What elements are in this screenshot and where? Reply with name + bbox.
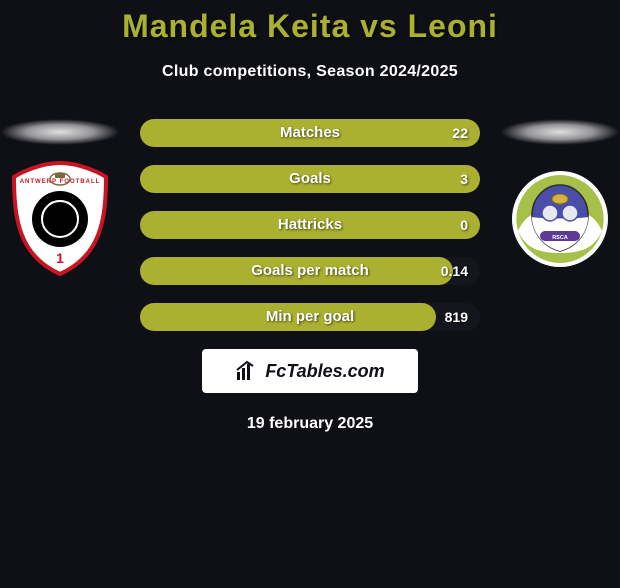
- left-team-block: ANTWERP FOOTBALL 1: [0, 119, 120, 276]
- comparison-content: ANTWERP FOOTBALL 1: [0, 119, 620, 433]
- branding-badge: FcTables.com: [202, 349, 418, 393]
- subtitle: Club competitions, Season 2024/2025: [0, 63, 620, 81]
- svg-text:RSCA: RSCA: [552, 235, 568, 241]
- stat-bar-label: Min per goal: [140, 303, 480, 331]
- chart-icon: [235, 360, 259, 382]
- stat-bar-value: 0.14: [441, 257, 468, 285]
- stat-bar-label: Goals: [140, 165, 480, 193]
- svg-text:1: 1: [56, 250, 64, 266]
- stat-bar-label: Matches: [140, 119, 480, 147]
- right-team-logo: RSCA: [510, 161, 610, 276]
- left-team-logo: ANTWERP FOOTBALL 1: [10, 161, 110, 276]
- stat-bar-row: Matches22: [140, 119, 480, 147]
- stat-bars: Matches22 Goals3 Hattricks0 Goals per match…: [140, 119, 480, 331]
- date-text: 19 february 2025: [0, 415, 620, 433]
- stat-bar-row: Hattricks0: [140, 211, 480, 239]
- right-team-block: RSCA: [500, 119, 620, 276]
- stat-bar-row: Goals per match0.14: [140, 257, 480, 285]
- stat-bar-label: Hattricks: [140, 211, 480, 239]
- stat-bar-value: 22: [452, 119, 468, 147]
- page-title: Mandela Keita vs Leoni: [0, 8, 620, 45]
- spotlight-left: [0, 119, 120, 145]
- stat-bar-row: Goals3: [140, 165, 480, 193]
- stat-bar-value: 3: [460, 165, 468, 193]
- stat-bar-value: 0: [460, 211, 468, 239]
- stat-bar-row: Min per goal819: [140, 303, 480, 331]
- svg-text:ANTWERP FOOTBALL: ANTWERP FOOTBALL: [20, 179, 101, 185]
- stat-bar-value: 819: [445, 303, 468, 331]
- spotlight-right: [500, 119, 620, 145]
- stat-bar-label: Goals per match: [140, 257, 480, 285]
- branding-text: FcTables.com: [265, 361, 384, 382]
